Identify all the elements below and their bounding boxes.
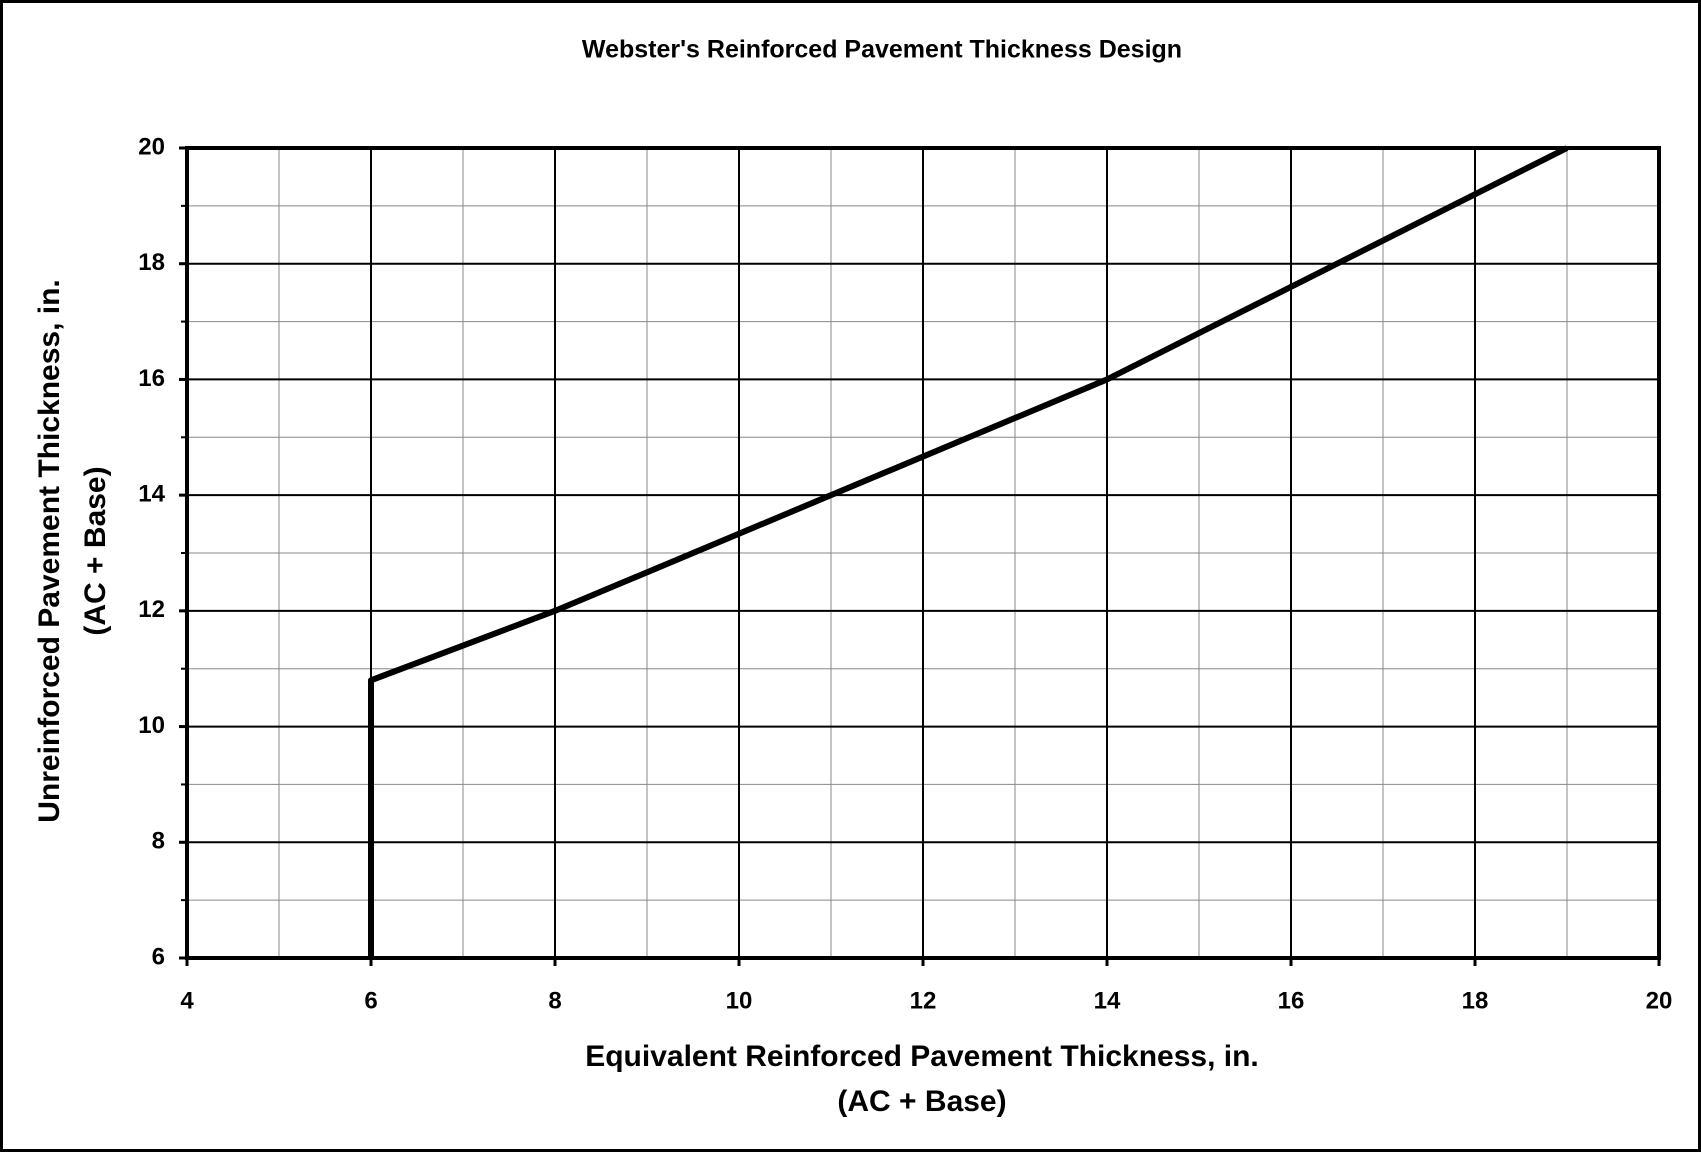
y-tick-label: 12 [138,596,165,623]
y-tick-label: 6 [152,943,165,970]
x-axis-label: (AC + Base) [837,1085,1006,1118]
plot-frame [185,146,1661,960]
y-tick-label: 10 [138,712,165,739]
data-line [368,145,1569,958]
x-tick-label: 4 [180,987,194,1014]
x-tick-label: 14 [1094,987,1121,1014]
x-tick-label: 12 [910,987,937,1014]
y-tick-label: 14 [138,480,165,507]
y-axis-label: (AC + Base) [79,466,112,635]
chart-title: Webster's Reinforced Pavement Thickness … [582,36,1182,64]
y-tick-label: 8 [152,828,165,855]
x-tick-label: 20 [1646,987,1673,1014]
x-tick-label: 10 [726,987,753,1014]
x-tick-label: 8 [548,987,561,1014]
x-tick-label: 16 [1278,987,1305,1014]
y-tick-label: 16 [138,365,165,392]
y-tick-label: 20 [138,133,165,160]
y-tick-label: 18 [138,249,165,276]
x-tick-label: 6 [364,987,377,1014]
x-tick-label: 18 [1462,987,1489,1014]
x-axis-label: Equivalent Reinforced Pavement Thickness… [585,1040,1259,1073]
y-axis-label: Unreinforced Pavement Thickness, in. [33,279,66,823]
